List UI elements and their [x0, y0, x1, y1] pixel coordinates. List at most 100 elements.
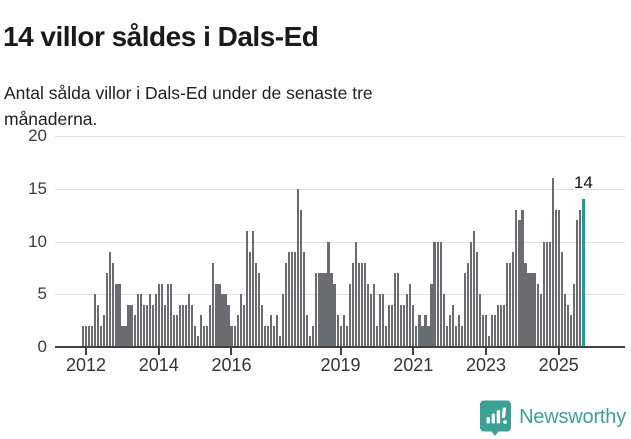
- bar: [263, 325, 266, 347]
- bar: [548, 241, 551, 347]
- bar: [257, 273, 260, 347]
- bar: [391, 304, 394, 347]
- bar: [154, 294, 157, 347]
- bar: [136, 294, 139, 347]
- bar: [233, 325, 236, 347]
- bar: [300, 209, 303, 347]
- bar: [109, 252, 112, 347]
- bar: [406, 294, 409, 347]
- bar: [372, 283, 376, 347]
- bar: [163, 304, 166, 347]
- bar: [457, 315, 460, 347]
- x-tick-label-2019: 2019: [320, 355, 361, 375]
- bar: [188, 294, 191, 347]
- bar: [303, 252, 306, 347]
- gridline-5: [55, 294, 625, 296]
- bar: [148, 294, 151, 347]
- bar: [115, 283, 118, 347]
- bar: [181, 304, 185, 347]
- bar: [112, 262, 115, 347]
- bar: [539, 294, 542, 347]
- bar: [339, 325, 342, 347]
- bar: [169, 283, 173, 347]
- bar: [427, 325, 430, 347]
- gridline-15: [55, 188, 625, 190]
- bar-highlight-latest: [581, 199, 585, 347]
- bar: [542, 241, 545, 347]
- last-value-label: 14: [573, 173, 593, 193]
- bar: [500, 304, 503, 347]
- bar: [178, 304, 182, 347]
- bar: [360, 262, 363, 347]
- bar: [236, 315, 239, 347]
- bar: [551, 178, 554, 347]
- bar: [266, 325, 270, 347]
- bar: [533, 273, 536, 347]
- bar: [445, 325, 448, 347]
- bar: [460, 325, 463, 347]
- bar: [336, 315, 339, 347]
- bar: [363, 262, 366, 347]
- bar: [381, 294, 385, 347]
- bar: [103, 315, 106, 347]
- newsworthy-bubble-chart-icon: [479, 399, 512, 436]
- bar: [318, 273, 321, 347]
- bar: [388, 304, 391, 347]
- bar: [297, 188, 300, 347]
- bar: [463, 273, 466, 347]
- bar: [239, 294, 242, 347]
- bar: [306, 315, 309, 347]
- bar: [451, 304, 454, 347]
- chart-subtitle: Antal sålda villor i Dals-Ed under de se…: [4, 82, 373, 129]
- bar: [554, 209, 557, 347]
- bar: [475, 252, 479, 347]
- newsworthy-logo: Newsworthy: [479, 399, 626, 436]
- bar: [357, 262, 360, 347]
- x-tick-2012: [85, 348, 88, 355]
- bar: [348, 283, 351, 347]
- bar: [215, 283, 218, 347]
- bar: [85, 325, 88, 347]
- bar: [506, 262, 509, 347]
- y-tick-label-20: 20: [28, 126, 47, 145]
- bar: [351, 262, 354, 347]
- bar: [288, 252, 291, 347]
- bar: [127, 304, 130, 347]
- bar: [166, 283, 170, 347]
- bar: [94, 294, 97, 347]
- x-tick-label-2014: 2014: [138, 355, 179, 375]
- bar: [342, 315, 345, 347]
- bar: [130, 304, 133, 347]
- bar: [275, 315, 279, 347]
- bar: [245, 230, 248, 347]
- bar: [330, 273, 333, 347]
- bar: [515, 209, 518, 347]
- bar: [375, 325, 379, 347]
- bar: [345, 325, 348, 347]
- bar: [497, 304, 500, 347]
- bar: [315, 273, 318, 347]
- x-tick-2019: [339, 348, 342, 355]
- bar: [203, 325, 206, 347]
- bar: [557, 209, 560, 347]
- bar: [324, 273, 327, 347]
- bar: [294, 252, 297, 347]
- bar: [430, 283, 433, 347]
- bar: [512, 252, 515, 347]
- bar: [472, 230, 476, 347]
- bar: [409, 283, 412, 347]
- x-tick-label-2025: 2025: [538, 355, 579, 375]
- bar: [321, 273, 324, 347]
- bar: [466, 262, 469, 347]
- bar: [578, 209, 582, 347]
- bar: [260, 304, 263, 347]
- bar: [369, 294, 373, 347]
- bar: [566, 304, 569, 347]
- bar: [400, 304, 403, 347]
- brand-name: Newsworthy: [519, 406, 626, 428]
- bar: [209, 304, 212, 347]
- bar: [172, 315, 176, 347]
- x-tick-label-2023: 2023: [465, 355, 507, 375]
- bar: [218, 283, 221, 347]
- bar: [394, 273, 397, 347]
